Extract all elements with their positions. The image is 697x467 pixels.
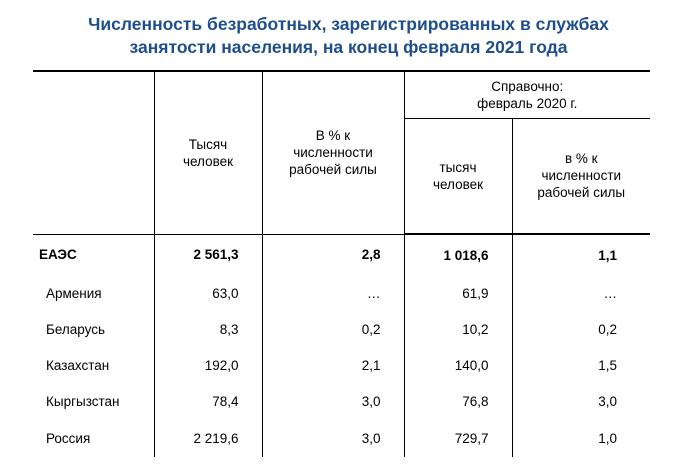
table-row: Россия 2 219,6 3,0 729,7 1,0 — [33, 419, 650, 457]
row-name: Беларусь — [33, 311, 155, 347]
unemployment-table: Тысяч человек В % к численности рабочей … — [33, 70, 650, 457]
header-thousand-people: Тысяч человек — [154, 70, 263, 235]
header-pct-labor: В % к численности рабочей силы — [262, 70, 405, 235]
cell-pct-2021: 3,0 — [262, 383, 405, 419]
cell-thousand-2021: 2 219,6 — [154, 419, 263, 457]
cell-pct-2020: … — [603, 285, 618, 301]
table-row: Кыргызстан 78,4 3,0 76,8 3,0 — [33, 383, 650, 419]
row-name: Россия — [33, 419, 155, 457]
cell-pct-2020: 1,1 — [598, 247, 617, 263]
cell-thousand-2020: 1 018,6 — [404, 234, 513, 275]
cell-pct-2021: 0,2 — [262, 311, 405, 347]
table-row: Казахстан 192,0 2,1 140,0 1,5 — [33, 347, 650, 383]
cell-thousand-2021: 2 561,3 — [154, 234, 263, 275]
cell-thousand-2020: 10,2 — [404, 311, 513, 347]
cell-pct-2020: 0,2 — [598, 321, 617, 337]
cell-thousand-2020: 729,7 — [404, 419, 513, 457]
header-ref-thousand-people: тысяч человек — [404, 118, 513, 235]
cell-thousand-2021: 192,0 — [154, 347, 263, 383]
row-name: Армения — [33, 275, 155, 311]
cell-thousand-2021: 8,3 — [154, 311, 263, 347]
cell-pct-2020: 3,0 — [598, 393, 617, 409]
header-reference: Справочно: февраль 2020 г. — [404, 70, 650, 119]
cell-thousand-2020: 61,9 — [404, 275, 513, 311]
header-ref-pct-labor: в % к численности рабочей силы — [512, 118, 650, 235]
cell-pct-2021: … — [262, 275, 405, 311]
table-row: Беларусь 8,3 0,2 10,2 0,2 — [33, 311, 650, 347]
title-line-2: занятости населения, на конец февраля 20… — [129, 37, 568, 57]
title-line-1: Численность безработных, зарегистрирован… — [88, 14, 609, 34]
row-name: ЕАЭС — [33, 234, 155, 275]
cell-thousand-2021: 78,4 — [154, 383, 263, 419]
row-name: Кыргызстан — [33, 383, 155, 419]
header-country — [33, 70, 155, 235]
cell-pct-2020: 1,0 — [598, 430, 617, 446]
cell-pct-2021: 2,8 — [262, 234, 405, 275]
cell-thousand-2020: 140,0 — [404, 347, 513, 383]
table-row: ЕАЭС 2 561,3 2,8 1 018,6 1,1 — [33, 234, 650, 275]
cell-pct-2021: 3,0 — [262, 419, 405, 457]
cell-thousand-2021: 63,0 — [154, 275, 263, 311]
cell-thousand-2020: 76,8 — [404, 383, 513, 419]
row-name: Казахстан — [33, 347, 155, 383]
cell-pct-2021: 2,1 — [262, 347, 405, 383]
cell-pct-2020: 1,5 — [598, 357, 617, 373]
page-title: Численность безработных, зарегистрирован… — [0, 13, 697, 59]
table-row: Армения 63,0 … 61,9 … — [33, 275, 650, 311]
